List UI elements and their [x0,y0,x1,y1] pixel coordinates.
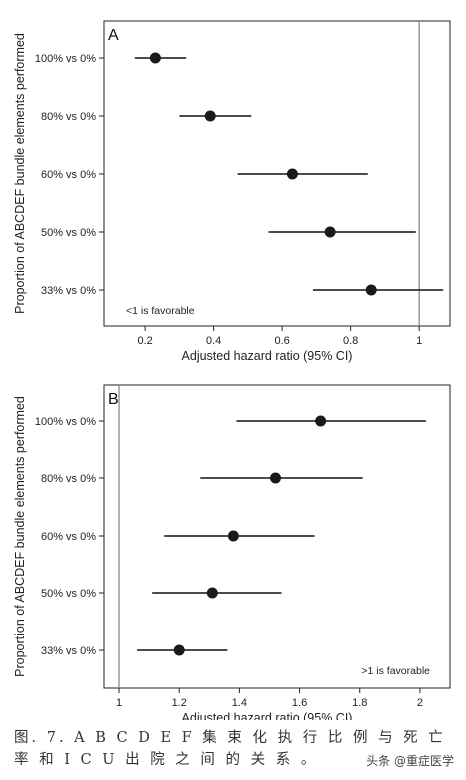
panel-a-category-label: 60% vs 0% [41,169,96,181]
panel-b-category-label: 33% vs 0% [41,645,96,657]
panel-a-estimate-point [365,284,377,296]
panel-b-xtick-label: 1.4 [232,697,247,709]
panel-b-category-label: 60% vs 0% [41,531,96,543]
panel-a-xtick-label: 0.2 [137,335,152,347]
panel-b-xtick-label: 1.2 [172,697,187,709]
panel-b-label: B [108,391,119,408]
panel-a-category-label: 80% vs 0% [41,111,96,123]
panel-b-category-label: 100% vs 0% [35,416,96,428]
panel-a-xtick-label: 1 [416,335,422,347]
panel-b-estimate-point [315,415,327,427]
panel-a-category-label: 100% vs 0% [35,53,96,65]
panel-b-xtick-label: 1.8 [352,697,367,709]
panel-b-category-label: 80% vs 0% [41,473,96,485]
panel-a-label: A [108,27,119,44]
watermark: 头条 @重症医学 [366,754,454,768]
panel-b-category-label: 50% vs 0% [41,588,96,600]
panel-a-annotation: <1 is favorable [126,305,195,317]
panel-b-annotation: >1 is favorable [361,665,430,677]
figure-caption: 图. 7. A B C D E F 集 束 化 执 行 比 例 与 死 亡 率 … [14,730,446,768]
panel-b-xtick-label: 1.6 [292,697,307,709]
panel-b-estimate-point [269,472,281,484]
panel-a-category-label: 50% vs 0% [41,227,96,239]
panel-a-estimate-point [149,52,161,64]
panel-a-y-axis-label: Proportion of ABCDEF bundle elements per… [13,33,27,314]
panel-a-xtick-label: 0.4 [206,335,221,347]
panel-b-estimate-point [227,530,239,542]
panel-b-y-axis-label: Proportion of ABCDEF bundle elements per… [13,396,27,677]
panel-a-xtick-label: 0.6 [274,335,289,347]
panel-a-estimate-point [204,110,216,122]
panel-b-xtick-label: 1 [116,697,122,709]
panel-a-x-axis-label: Adjusted hazard ratio (95% CI) [182,349,353,363]
panel-a-category-label: 33% vs 0% [41,285,96,297]
panel-b-x-axis-label: Adjusted hazard ratio (95% CI) [182,711,353,720]
panel-a-xtick-label: 0.8 [343,335,358,347]
panel-b-xtick-label: 2 [417,697,423,709]
panel-b-estimate-point [206,587,218,599]
forest-plot-figure: A 0.2 0.4 0.6 0.8 1 Adjusted hazard ratio (95%… [13,20,451,720]
panel-b-estimate-point [173,644,185,656]
panel-a-estimate-point [286,168,298,180]
panel-a-estimate-point [324,226,336,238]
